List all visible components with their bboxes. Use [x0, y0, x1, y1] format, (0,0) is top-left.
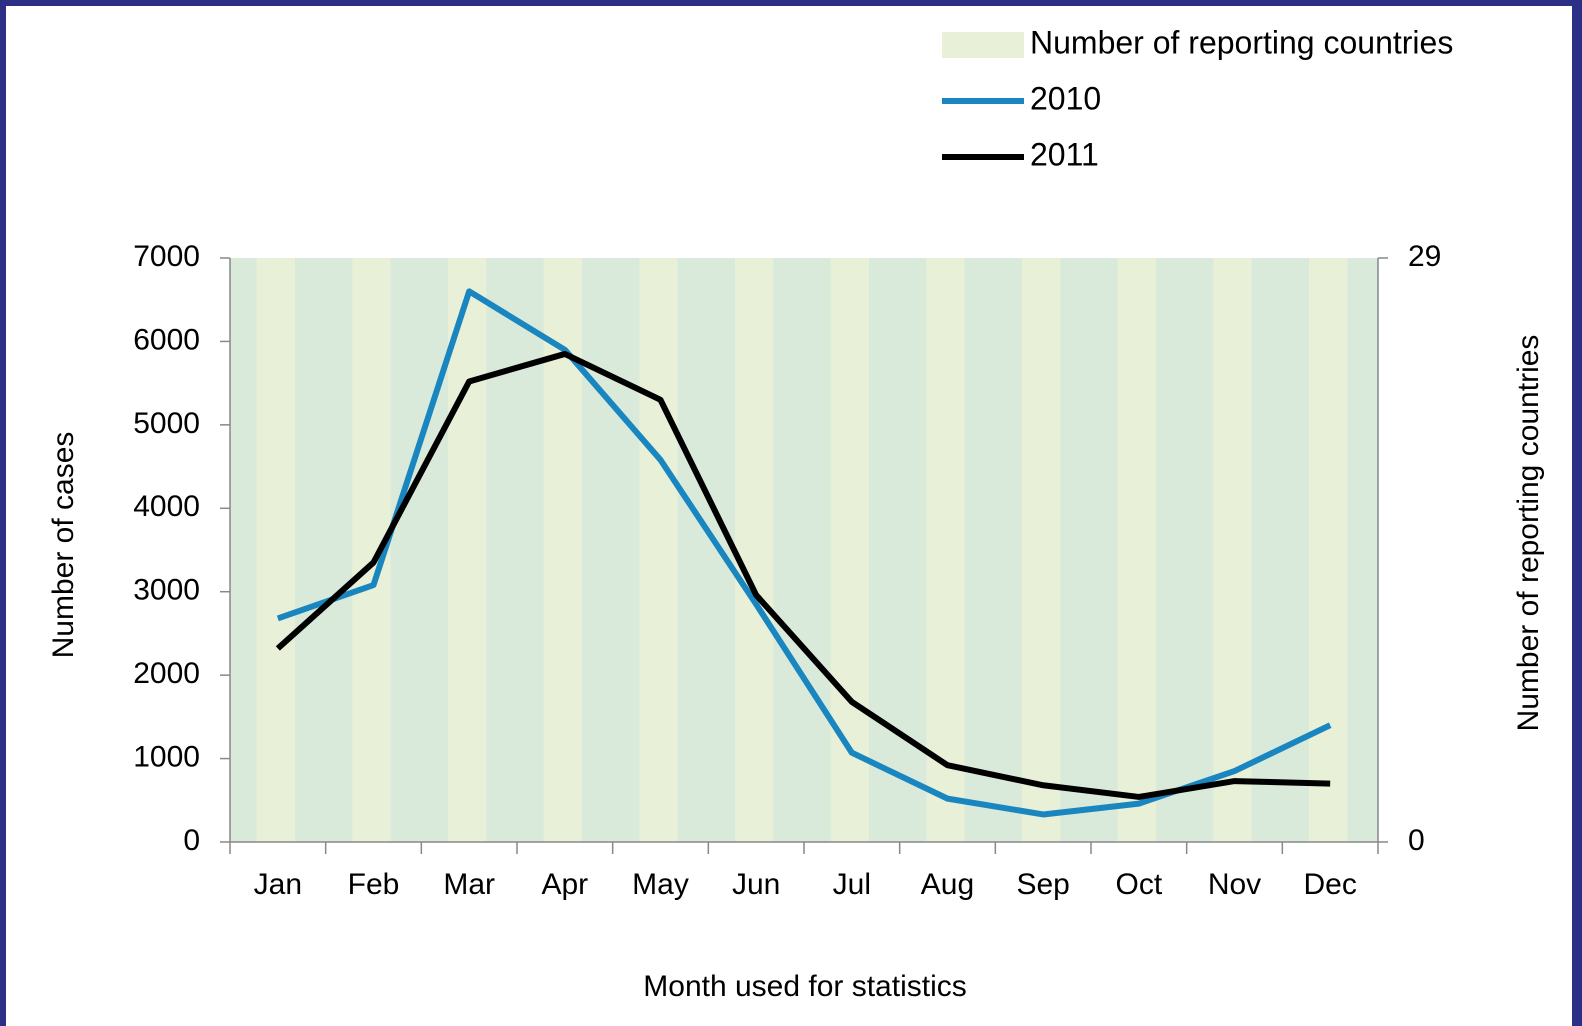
y-tick-label: 1000 [133, 740, 200, 773]
x-tick-label: Dec [1303, 868, 1356, 901]
bar [735, 258, 774, 842]
y2-tick-label: 29 [1408, 240, 1441, 273]
legend-label: Number of reporting countries [1030, 24, 1453, 60]
bar [1213, 258, 1252, 842]
x-tick-label: Nov [1208, 868, 1261, 901]
y-tick-label: 5000 [133, 407, 200, 440]
bar [1309, 258, 1348, 842]
bar [1117, 258, 1156, 842]
y-axis-title: Number of cases [47, 432, 80, 659]
x-tick-label: Apr [541, 868, 588, 901]
x-tick-label: Sep [1016, 868, 1069, 901]
y-tick-label: 6000 [133, 323, 200, 356]
x-tick-label: May [632, 868, 689, 901]
y-tick-label: 3000 [133, 574, 200, 607]
line-series [275, 350, 1331, 800]
legend-swatch [942, 32, 1024, 58]
x-tick-label: Jan [254, 868, 302, 901]
x-tick-label: Oct [1115, 868, 1162, 901]
bar [448, 258, 487, 842]
bar [926, 258, 965, 842]
y-tick-label: 2000 [133, 657, 200, 690]
x-tick-label: Aug [921, 868, 974, 901]
plot-background [230, 258, 1378, 842]
y-tick-label: 4000 [133, 490, 200, 523]
y2-tick-label: 0 [1408, 824, 1425, 857]
bar [256, 258, 295, 842]
x-tick-label: Jul [833, 868, 871, 901]
bar [639, 258, 678, 842]
x-tick-label: Jun [732, 868, 780, 901]
legend-label: 2011 [1030, 136, 1099, 172]
y2-axis-title: Number of reporting countries [1512, 335, 1545, 732]
legend-label: 2010 [1030, 80, 1101, 116]
y-tick-label: 0 [183, 824, 200, 857]
line-series [276, 288, 1332, 818]
bar [1022, 258, 1061, 842]
x-tick-label: Mar [443, 868, 495, 901]
x-tick-label: Feb [348, 868, 400, 901]
x-axis-title: Month used for statistics [643, 970, 966, 1003]
y-tick-label: 7000 [133, 240, 200, 273]
